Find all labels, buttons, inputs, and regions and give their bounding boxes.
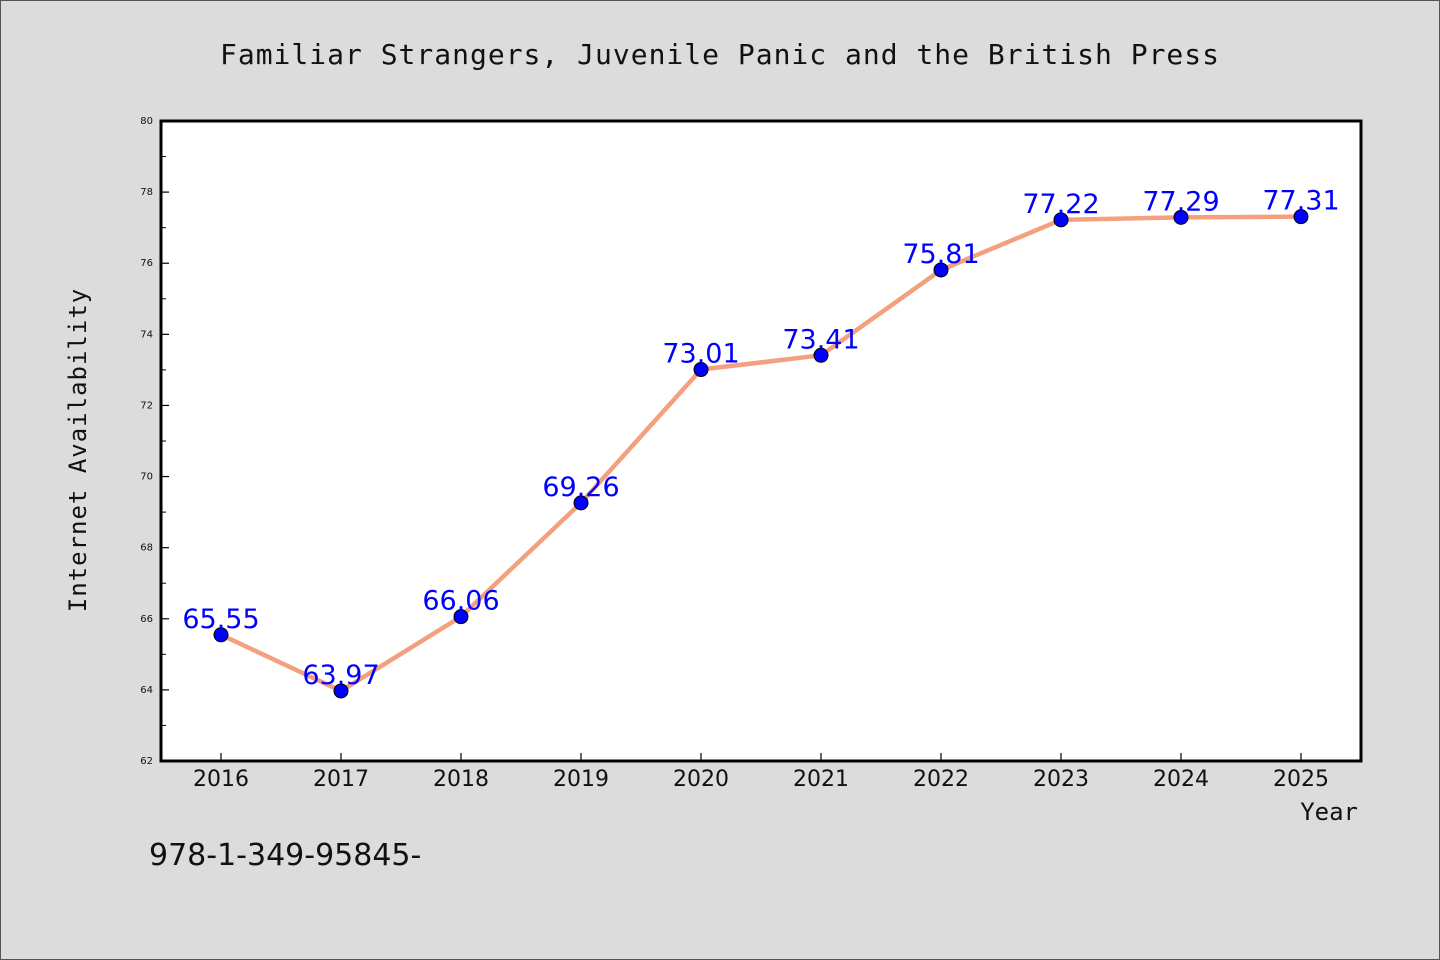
x-tick-label-8: 2024 <box>1153 767 1209 792</box>
data-label-2017: 63.97 <box>302 660 379 691</box>
x-axis-label: Year <box>1300 798 1358 826</box>
data-point-2017 <box>333 683 349 699</box>
x-tick-label-6: 2022 <box>913 767 969 792</box>
y-tick-label-9: 80 <box>140 116 153 127</box>
series-line-0 <box>218 214 1304 694</box>
x-tick-label-0: 2016 <box>193 767 249 792</box>
x-tick-label-9: 2025 <box>1273 767 1329 792</box>
x-tick-label-1: 2017 <box>313 767 369 792</box>
y-tick-label-4: 70 <box>140 472 153 483</box>
data-point-2021 <box>813 347 829 363</box>
data-label-2024: 77.29 <box>1142 186 1219 217</box>
data-label-2022: 75.81 <box>902 239 979 270</box>
data-point-2025 <box>1293 209 1309 225</box>
data-label-2018: 66.06 <box>422 586 499 617</box>
data-point-2016 <box>213 627 229 643</box>
y-tick-label-7: 76 <box>140 258 153 269</box>
data-label-2025: 77.31 <box>1262 186 1339 217</box>
y-tick-label-3: 68 <box>140 543 153 554</box>
y-tick-label-8: 78 <box>140 187 153 198</box>
data-label-2019: 69.26 <box>542 472 619 503</box>
data-point-2018 <box>453 609 469 625</box>
data-label-2016: 65.55 <box>182 604 259 635</box>
x-tick-label-7: 2023 <box>1033 767 1089 792</box>
data-point-2020 <box>693 362 709 378</box>
data-point-2024 <box>1173 209 1189 225</box>
isbn-text: 978-1-349-95845- <box>149 838 421 873</box>
y-axis-label: Internet Availability <box>64 288 92 612</box>
plot-area <box>159 119 1363 763</box>
data-point-2019 <box>573 495 589 511</box>
x-tick-label-3: 2019 <box>553 767 609 792</box>
y-tick-label-1: 64 <box>140 685 153 696</box>
y-tick-label-5: 72 <box>140 400 153 411</box>
x-tick-label-2: 2018 <box>433 767 489 792</box>
data-point-2022 <box>933 262 949 278</box>
data-label-2021: 73.41 <box>782 324 859 355</box>
data-point-2023 <box>1053 212 1069 228</box>
data-label-2020: 73.01 <box>662 339 739 370</box>
y-tick-label-6: 74 <box>140 329 153 340</box>
data-label-2023: 77.22 <box>1022 189 1099 220</box>
y-tick-label-2: 66 <box>140 614 153 625</box>
chart-title: Familiar Strangers, Juvenile Panic and t… <box>220 38 1220 71</box>
y-tick-label-0: 62 <box>140 756 153 767</box>
x-tick-label-4: 2020 <box>673 767 729 792</box>
x-tick-label-5: 2021 <box>793 767 849 792</box>
